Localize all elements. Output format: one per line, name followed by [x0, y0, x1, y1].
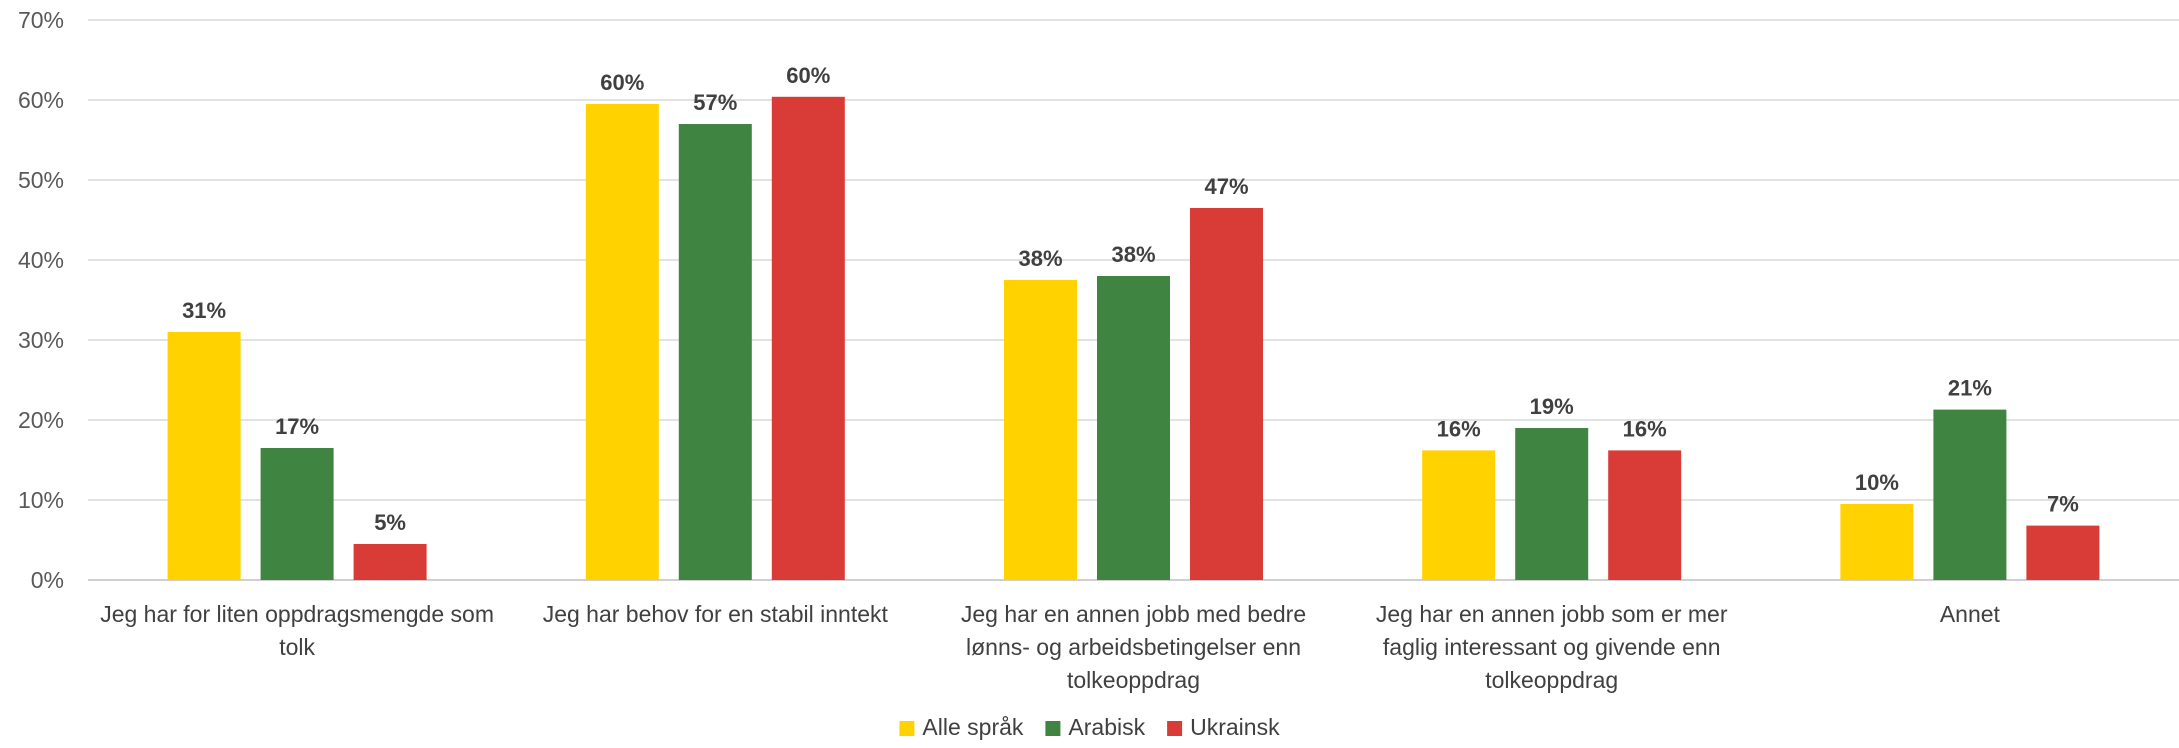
- data-label: 16%: [1623, 416, 1667, 441]
- bar: [678, 124, 752, 580]
- y-tick-label: 40%: [18, 247, 64, 273]
- x-category-label-line: Jeg har for liten oppdragsmengde som: [100, 601, 494, 627]
- bar: [260, 448, 334, 580]
- x-category-label-line: Jeg har en annen jobb med bedre: [961, 601, 1306, 627]
- bar: [771, 96, 845, 581]
- x-category-label-line: tolkeoppdrag: [1067, 667, 1200, 693]
- data-label: 60%: [786, 63, 830, 88]
- legend-swatch: [1167, 721, 1183, 736]
- legend-item: Ukrainsk: [1167, 714, 1280, 740]
- data-label: 38%: [1018, 246, 1062, 271]
- x-category-label-line: faglig interessant og givende enn: [1383, 634, 1721, 660]
- legend-label: Arabisk: [1068, 714, 1145, 740]
- data-label: 5%: [374, 510, 406, 535]
- data-label: 17%: [275, 414, 319, 439]
- x-category-label: Jeg har en annen jobb som er mer faglig i…: [1376, 601, 1728, 693]
- y-tick-label: 20%: [18, 407, 64, 433]
- x-category-label: Annet: [1940, 601, 2001, 627]
- x-category-label-line: Annet: [1940, 601, 2001, 627]
- legend-item: Alle språk: [899, 714, 1024, 740]
- bar: [1933, 409, 2007, 580]
- x-category-label-line: Jeg har en annen jobb som er mer: [1376, 601, 1728, 627]
- data-label: 21%: [1948, 376, 1992, 401]
- x-category-label: Jeg har for liten oppdragsmengde som tolk: [100, 601, 494, 660]
- y-tick-label: 50%: [18, 167, 64, 193]
- y-tick-label: 0%: [31, 567, 64, 593]
- x-axis-category-labels: Jeg har for liten oppdragsmengde som tolk…: [100, 601, 2000, 693]
- bar: [1515, 428, 1589, 580]
- y-axis-tick-labels: 0% 10% 20% 30% 40% 50% 60% 70%: [18, 7, 64, 593]
- legend-label: Ukrainsk: [1190, 714, 1280, 740]
- x-category-label: Jeg har behov for en stabil inntekt: [543, 601, 889, 627]
- y-tick-label: 60%: [18, 87, 64, 113]
- data-label: 16%: [1437, 416, 1481, 441]
- bar: [1422, 450, 1496, 580]
- bar: [585, 104, 659, 580]
- legend-swatch: [899, 721, 915, 736]
- y-tick-label: 10%: [18, 487, 64, 513]
- data-label: 57%: [693, 90, 737, 115]
- data-label: 38%: [1111, 242, 1155, 267]
- legend-label: Alle språk: [922, 714, 1023, 740]
- bars: [167, 96, 2100, 581]
- bar: [1097, 276, 1170, 580]
- data-label: 10%: [1855, 470, 1899, 495]
- x-category-label-line: tolkeoppdrag: [1485, 667, 1618, 693]
- y-tick-label: 30%: [18, 327, 64, 353]
- x-category-label-line: Jeg har behov for en stabil inntekt: [543, 601, 889, 627]
- data-label: 60%: [600, 70, 644, 95]
- bar: [1608, 450, 1682, 580]
- x-category-label-line: lønns- og arbeidsbetingelser enn: [966, 634, 1301, 660]
- x-category-label: Jeg har en annen jobb med bedre lønns- og…: [961, 601, 1306, 693]
- bar: [1190, 208, 1263, 580]
- data-label: 7%: [2047, 492, 2079, 517]
- data-labels: 31% 17% 5% 60% 57% 60% 38% 38% 47% 16% 19% 16% 10% 21…: [182, 63, 2079, 535]
- y-tick-label: 70%: [18, 7, 64, 33]
- legend-item: Arabisk: [1045, 714, 1146, 740]
- bar: [353, 544, 427, 580]
- legend-swatch: [1045, 721, 1061, 736]
- data-label: 47%: [1204, 174, 1248, 199]
- legend: Alle språk Arabisk Ukrainsk: [899, 714, 1280, 740]
- x-category-label-line: tolk: [279, 634, 315, 660]
- data-label: 31%: [182, 298, 226, 323]
- data-label: 19%: [1530, 394, 1574, 419]
- bar: [1840, 504, 1914, 580]
- bar: [167, 332, 241, 580]
- bar: [1004, 280, 1077, 580]
- bar: [2026, 525, 2100, 580]
